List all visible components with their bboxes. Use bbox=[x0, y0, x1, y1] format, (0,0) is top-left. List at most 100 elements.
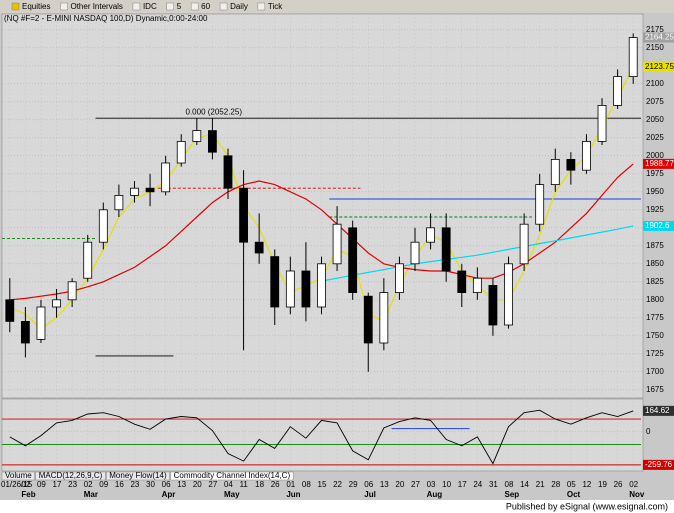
x-tick-label: 29 bbox=[349, 480, 358, 489]
candle-body bbox=[83, 241, 93, 279]
value-box bbox=[643, 220, 674, 231]
y-tick-label: 1875 bbox=[646, 241, 664, 250]
x-tick-label: 16 bbox=[115, 480, 124, 489]
month-label: Mar bbox=[84, 490, 98, 499]
month-label: Nov bbox=[629, 490, 645, 499]
month-label: Oct bbox=[567, 490, 581, 499]
x-tick-label: 12 bbox=[582, 480, 591, 489]
month-label: Apr bbox=[162, 490, 176, 499]
panel-tab[interactable]: Money Flow(14) bbox=[109, 471, 167, 480]
toolbar-icon bbox=[11, 2, 20, 11]
y-tick-label: 2100 bbox=[646, 79, 664, 88]
x-tick-label: 18 bbox=[255, 480, 264, 489]
toolbar-button[interactable]: Other Intervals bbox=[70, 2, 122, 11]
panel-tab[interactable]: Volume bbox=[5, 471, 32, 480]
panel-tab-frame[interactable] bbox=[35, 471, 106, 481]
toolbar-icon bbox=[166, 2, 174, 11]
y-tick-label: 2150 bbox=[646, 43, 664, 52]
candle-body bbox=[114, 194, 124, 211]
x-tick-label: 05 bbox=[567, 480, 576, 489]
candle-body bbox=[363, 295, 373, 344]
toolbar-button[interactable]: Daily bbox=[230, 2, 248, 11]
footer-bar bbox=[0, 500, 674, 513]
x-tick-label: 06 bbox=[364, 480, 373, 489]
toolbar-button[interactable]: 5 bbox=[177, 2, 182, 11]
y-tick-label: 1950 bbox=[646, 187, 664, 196]
panel-tab[interactable]: Commodity Channel Index(14,C) bbox=[174, 471, 291, 480]
x-tick-label: 13 bbox=[380, 480, 389, 489]
toolbar-icon bbox=[257, 2, 266, 11]
x-tick-label: 09 bbox=[99, 480, 108, 489]
x-tick-label: 02 bbox=[21, 480, 30, 489]
candle-body bbox=[395, 263, 404, 293]
candle-body bbox=[379, 292, 389, 344]
value-box bbox=[643, 459, 674, 470]
panel-tab[interactable]: MACD(12,26,9,C) bbox=[39, 471, 103, 480]
chart-title: (NQ #F=2 - E-MINI NASDAQ 100,D) Dynamic,… bbox=[4, 14, 208, 23]
candle-body bbox=[192, 130, 202, 142]
y-tick-label: 1975 bbox=[646, 169, 664, 178]
toolbar-button[interactable]: Tick bbox=[268, 2, 283, 11]
candle-body bbox=[613, 76, 623, 106]
x-tick-label: 08 bbox=[505, 480, 514, 489]
x-tick-label: 10 bbox=[442, 480, 451, 489]
toolbar-button[interactable]: IDC bbox=[143, 2, 157, 11]
x-tick-label: 20 bbox=[193, 480, 202, 489]
toolbar-icon bbox=[219, 2, 228, 11]
candle-body bbox=[145, 187, 155, 193]
candle-body bbox=[67, 281, 77, 301]
toolbar-icon bbox=[60, 2, 68, 11]
x-tick-label: 14 bbox=[520, 480, 529, 489]
candle-body bbox=[504, 263, 513, 326]
candle-body bbox=[130, 187, 139, 196]
y-tick-label: 2025 bbox=[646, 133, 664, 142]
month-label: Aug bbox=[427, 490, 443, 499]
value-box-label: 2164.25 bbox=[645, 33, 674, 42]
candle-body bbox=[441, 227, 451, 272]
candle-body bbox=[410, 241, 420, 265]
toolbar-icon bbox=[190, 2, 199, 11]
candle-body bbox=[52, 299, 61, 308]
panel-tab-frame[interactable] bbox=[170, 471, 294, 481]
panel-tab-frame[interactable] bbox=[106, 471, 170, 481]
candle-body bbox=[20, 320, 30, 344]
x-tick-label: 06 bbox=[162, 480, 171, 489]
toolbar-button[interactable]: 60 bbox=[201, 2, 210, 11]
candle-body bbox=[457, 270, 467, 294]
candle-body bbox=[176, 140, 186, 164]
candle-body bbox=[332, 223, 342, 265]
x-tick-label: 24 bbox=[473, 480, 482, 489]
y-tick-label: 2075 bbox=[646, 97, 664, 106]
candle-body bbox=[5, 299, 15, 322]
candle-body bbox=[208, 130, 217, 153]
x-tick-label: 02 bbox=[629, 480, 638, 489]
candle-body bbox=[566, 158, 576, 171]
x-tick-label: 30 bbox=[146, 480, 155, 489]
x-tick-label: 20 bbox=[395, 480, 404, 489]
moving-average bbox=[321, 225, 634, 282]
cci-line bbox=[9, 409, 634, 465]
candle-body bbox=[270, 256, 280, 308]
value-box-label: 2123.75 bbox=[645, 62, 674, 71]
panel-tab-frame[interactable] bbox=[1, 471, 35, 481]
y-tick-label: 2000 bbox=[646, 151, 664, 160]
candle-body bbox=[239, 187, 248, 243]
candle-body bbox=[223, 155, 233, 189]
candle-body bbox=[301, 270, 311, 308]
x-tick-label: 27 bbox=[208, 480, 217, 489]
cci-panel bbox=[1, 398, 644, 472]
price-panel bbox=[1, 13, 644, 399]
candle-body bbox=[36, 306, 46, 340]
value-box bbox=[643, 405, 674, 416]
toolbar-button[interactable]: Equities bbox=[22, 2, 50, 11]
x-tick-label: 17 bbox=[53, 480, 62, 489]
value-box bbox=[643, 158, 674, 169]
moving-average bbox=[9, 163, 634, 301]
y-tick-label: 1800 bbox=[646, 295, 664, 304]
value-box bbox=[643, 32, 674, 43]
candle-body bbox=[488, 284, 498, 326]
x-tick-label: 08 bbox=[302, 480, 311, 489]
x-tick-label: 09 bbox=[37, 480, 46, 489]
candle-body bbox=[519, 223, 529, 265]
x-tick-label: 27 bbox=[411, 480, 420, 489]
